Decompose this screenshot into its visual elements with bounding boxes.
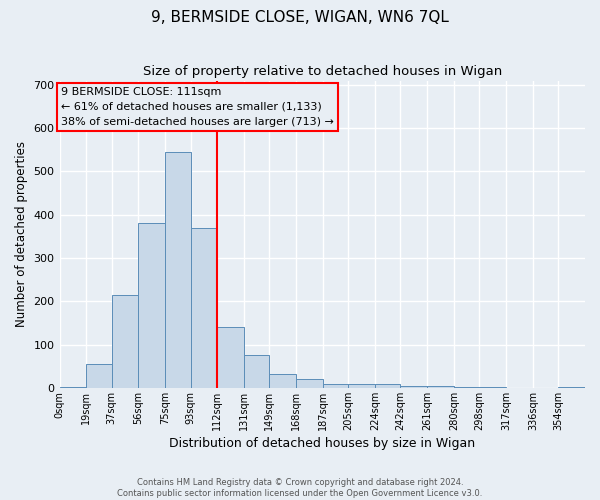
Bar: [165, 152, 191, 388]
Title: Size of property relative to detached houses in Wigan: Size of property relative to detached ho…: [143, 65, 502, 78]
Bar: [349, 384, 375, 388]
Bar: [139, 224, 165, 388]
Bar: [191, 228, 217, 388]
Bar: [217, 328, 244, 388]
Text: 9, BERMSIDE CLOSE, WIGAN, WN6 7QL: 9, BERMSIDE CLOSE, WIGAN, WN6 7QL: [151, 10, 449, 25]
Bar: [454, 387, 479, 388]
Bar: [400, 386, 427, 388]
Bar: [244, 356, 269, 388]
Bar: [323, 384, 349, 388]
Bar: [479, 387, 506, 388]
Y-axis label: Number of detached properties: Number of detached properties: [15, 141, 28, 327]
Bar: [112, 295, 139, 388]
Bar: [375, 384, 400, 388]
Text: 9 BERMSIDE CLOSE: 111sqm
← 61% of detached houses are smaller (1,133)
38% of sem: 9 BERMSIDE CLOSE: 111sqm ← 61% of detach…: [61, 87, 334, 126]
Bar: [296, 379, 323, 388]
Bar: [427, 386, 454, 388]
Bar: [59, 387, 86, 388]
Bar: [558, 387, 585, 388]
Bar: [86, 364, 112, 388]
Bar: [269, 374, 296, 388]
Text: Contains HM Land Registry data © Crown copyright and database right 2024.
Contai: Contains HM Land Registry data © Crown c…: [118, 478, 482, 498]
X-axis label: Distribution of detached houses by size in Wigan: Distribution of detached houses by size …: [169, 437, 475, 450]
